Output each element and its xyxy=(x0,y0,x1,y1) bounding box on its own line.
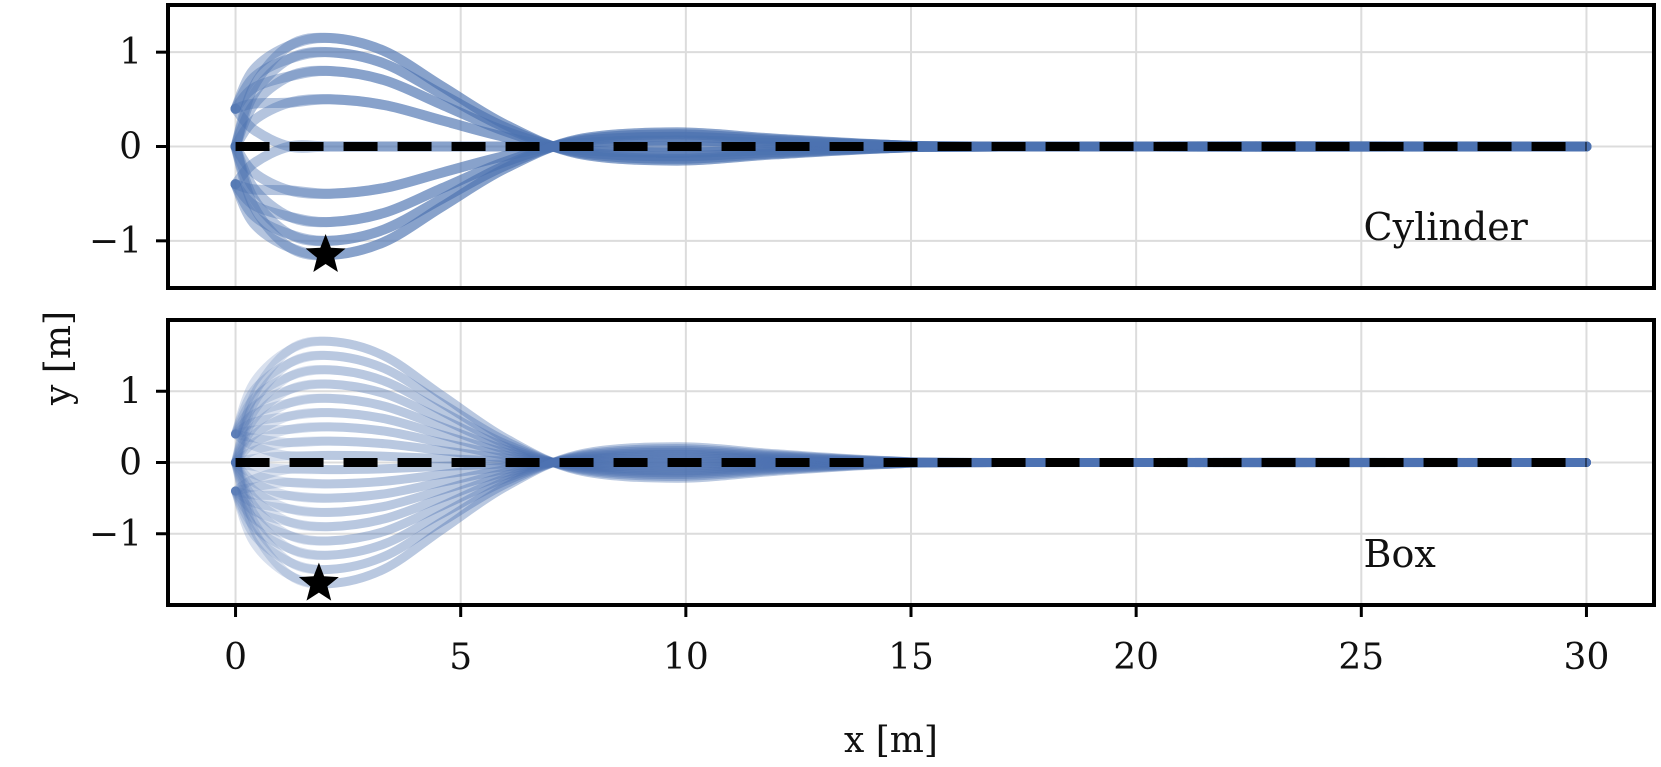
panel-cylinder: −1 0 1 Cylinder xyxy=(89,3,1656,290)
y-axis-label: y [m] xyxy=(38,311,79,406)
x-tick-label: 30 xyxy=(1564,637,1610,678)
y-tick-label: −1 xyxy=(89,514,142,555)
y-tick-label: 0 xyxy=(119,127,142,168)
y-tick-label: −1 xyxy=(89,221,142,262)
panel-label: Cylinder xyxy=(1364,205,1529,249)
x-tick-label: 5 xyxy=(449,637,472,678)
x-tick-label: 25 xyxy=(1338,637,1384,678)
panel-box: −1 0 1 Box 0 5 10 15 20 25 30 xyxy=(89,318,1656,678)
goal-star-icon xyxy=(305,234,346,272)
goal-star-icon xyxy=(298,562,339,601)
x-tick-label: 15 xyxy=(888,637,934,678)
x-axis-label: x [m] xyxy=(844,720,938,761)
panel-label: Box xyxy=(1364,532,1436,576)
x-tick-label: 20 xyxy=(1113,637,1159,678)
x-tick-label: 0 xyxy=(224,637,247,678)
y-tick-label: 1 xyxy=(119,32,142,73)
y-tick-label: 0 xyxy=(119,443,142,484)
grid xyxy=(168,320,1654,605)
y-tick-label: 1 xyxy=(119,371,142,412)
x-tick-label: 10 xyxy=(663,637,709,678)
